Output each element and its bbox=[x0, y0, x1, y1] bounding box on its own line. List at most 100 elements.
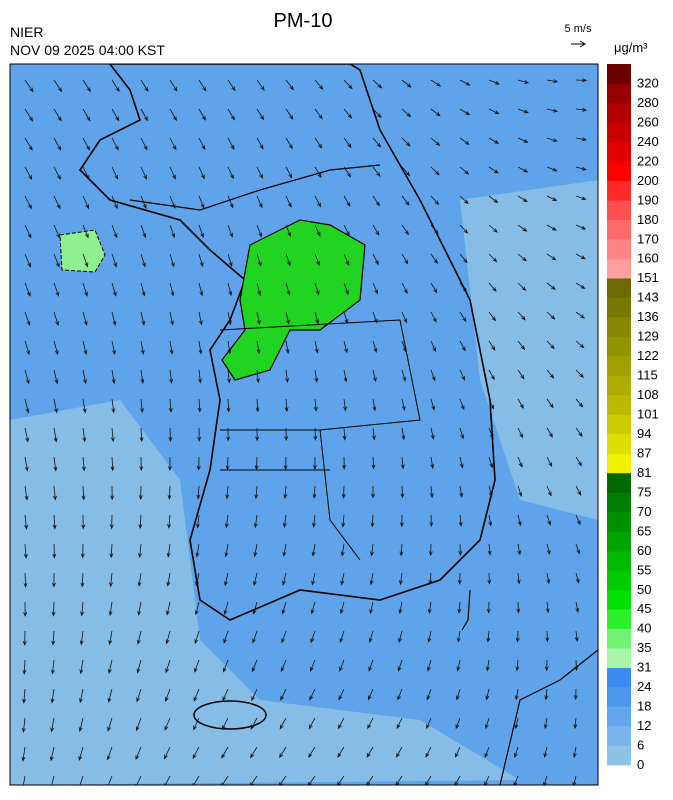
wind-arrow bbox=[255, 398, 260, 413]
wind-arrow bbox=[459, 398, 465, 411]
wind-arrow bbox=[313, 398, 318, 412]
colorbar-swatch bbox=[607, 589, 631, 610]
wind-arrow bbox=[82, 282, 88, 297]
wind-arrow bbox=[285, 108, 294, 120]
wind-arrow bbox=[256, 108, 265, 121]
wind-arrow bbox=[21, 717, 26, 733]
wind-arrow bbox=[370, 514, 375, 528]
wind-arrow bbox=[430, 224, 439, 235]
high-region bbox=[221, 219, 366, 381]
wind-arrow bbox=[455, 717, 461, 730]
wind-arrow bbox=[546, 137, 558, 142]
wind-arrow bbox=[24, 79, 34, 93]
wind-arrow bbox=[253, 543, 258, 558]
wind-arrow bbox=[575, 107, 588, 112]
wind-arrow bbox=[254, 456, 259, 471]
wind-arrow bbox=[515, 630, 520, 643]
wind-arrow bbox=[488, 224, 498, 233]
wind-arrow bbox=[575, 137, 587, 142]
wind-arrow bbox=[372, 79, 383, 89]
wind-arrow bbox=[314, 166, 322, 179]
wind-arrow bbox=[454, 775, 461, 785]
wind-arrow bbox=[517, 369, 525, 380]
wind-arrow bbox=[194, 630, 200, 645]
wind-arrow bbox=[80, 601, 84, 617]
wind-arrow bbox=[372, 224, 380, 236]
wind-arrow bbox=[546, 485, 552, 497]
wind-arrow bbox=[400, 456, 405, 470]
wind-arrow bbox=[487, 572, 492, 585]
wind-arrow bbox=[164, 746, 171, 760]
colorbar-swatch bbox=[607, 433, 631, 454]
colorbar-swatch bbox=[607, 570, 631, 591]
colorbar-tick-label: 94 bbox=[637, 426, 651, 441]
wind-arrow bbox=[314, 311, 320, 325]
colorbar-tick-label: 60 bbox=[637, 543, 651, 558]
wind-arrow bbox=[430, 282, 438, 294]
wind-arrow bbox=[307, 775, 316, 785]
wind-arrow bbox=[310, 601, 316, 615]
wind-arrow bbox=[24, 311, 31, 327]
wind-arrow bbox=[459, 166, 470, 175]
colorbar-swatch bbox=[607, 161, 631, 182]
wind-arrow bbox=[53, 398, 58, 414]
wind-arrow bbox=[425, 746, 432, 758]
colorbar-swatch bbox=[607, 141, 631, 162]
wind-arrow bbox=[253, 572, 258, 586]
wind-arrow bbox=[82, 195, 89, 210]
wind-arrow bbox=[459, 282, 467, 293]
wind-arrow bbox=[401, 253, 409, 265]
wind-arrow bbox=[575, 253, 586, 260]
colorbar-tick-label: 260 bbox=[637, 114, 659, 129]
wind-arrow bbox=[543, 717, 548, 730]
wind-arrow bbox=[488, 79, 500, 85]
colorbar-swatch bbox=[607, 628, 631, 649]
wind-arrow bbox=[401, 108, 412, 118]
wind-arrow bbox=[282, 572, 287, 586]
wind-arrow bbox=[139, 427, 144, 443]
wind-arrow bbox=[78, 717, 84, 733]
colorbar-tick-label: 6 bbox=[637, 738, 644, 753]
colorbar-tick-label: 280 bbox=[637, 95, 659, 110]
wind-arrow bbox=[164, 688, 171, 703]
wind-arrow bbox=[51, 601, 56, 617]
wind-arrow bbox=[167, 485, 172, 500]
colorbar: 0 6 12 18 24 31 35 40 45 50 55 60 65 70 75 81 87 94 101 108… bbox=[607, 64, 659, 772]
wind-arrow bbox=[517, 311, 526, 321]
wind-arrow bbox=[459, 485, 464, 498]
wind-arrow bbox=[53, 166, 61, 181]
wind-arrow bbox=[169, 311, 174, 326]
wind-arrow bbox=[513, 775, 519, 785]
wind-arrow bbox=[544, 688, 549, 701]
wind-arrow bbox=[456, 630, 461, 643]
wind-arrow bbox=[427, 659, 432, 672]
wind-arrow bbox=[78, 775, 84, 785]
wind-arrow bbox=[517, 108, 529, 114]
wind-arrow bbox=[282, 543, 287, 557]
colorbar-tick-label: 101 bbox=[637, 407, 659, 422]
colorbar-unit: μg/m³ bbox=[614, 40, 648, 55]
wind-arrow bbox=[340, 543, 345, 557]
wind-arrow bbox=[308, 717, 316, 730]
wind-arrow bbox=[314, 195, 321, 208]
wind-arrow bbox=[575, 282, 586, 289]
wind-arrow bbox=[24, 282, 31, 297]
wind-arrow bbox=[82, 224, 89, 239]
wind-arrow bbox=[401, 195, 410, 206]
wind-arrow bbox=[343, 195, 351, 208]
wind-arrow bbox=[401, 224, 409, 236]
coastline bbox=[78, 64, 496, 621]
wind-arrow bbox=[24, 108, 34, 122]
wind-arrow bbox=[53, 369, 59, 385]
wind-arrow bbox=[488, 195, 499, 204]
wind-arrow bbox=[256, 195, 263, 209]
wind-arrow bbox=[285, 195, 292, 208]
wind-arrow bbox=[79, 659, 84, 675]
wind-arrow bbox=[285, 224, 292, 238]
wind-arrow bbox=[22, 630, 27, 646]
wind-arrow bbox=[111, 369, 116, 385]
wind-arrow bbox=[256, 253, 262, 267]
wind-arrow bbox=[488, 253, 498, 263]
wind-arrow bbox=[165, 659, 171, 674]
